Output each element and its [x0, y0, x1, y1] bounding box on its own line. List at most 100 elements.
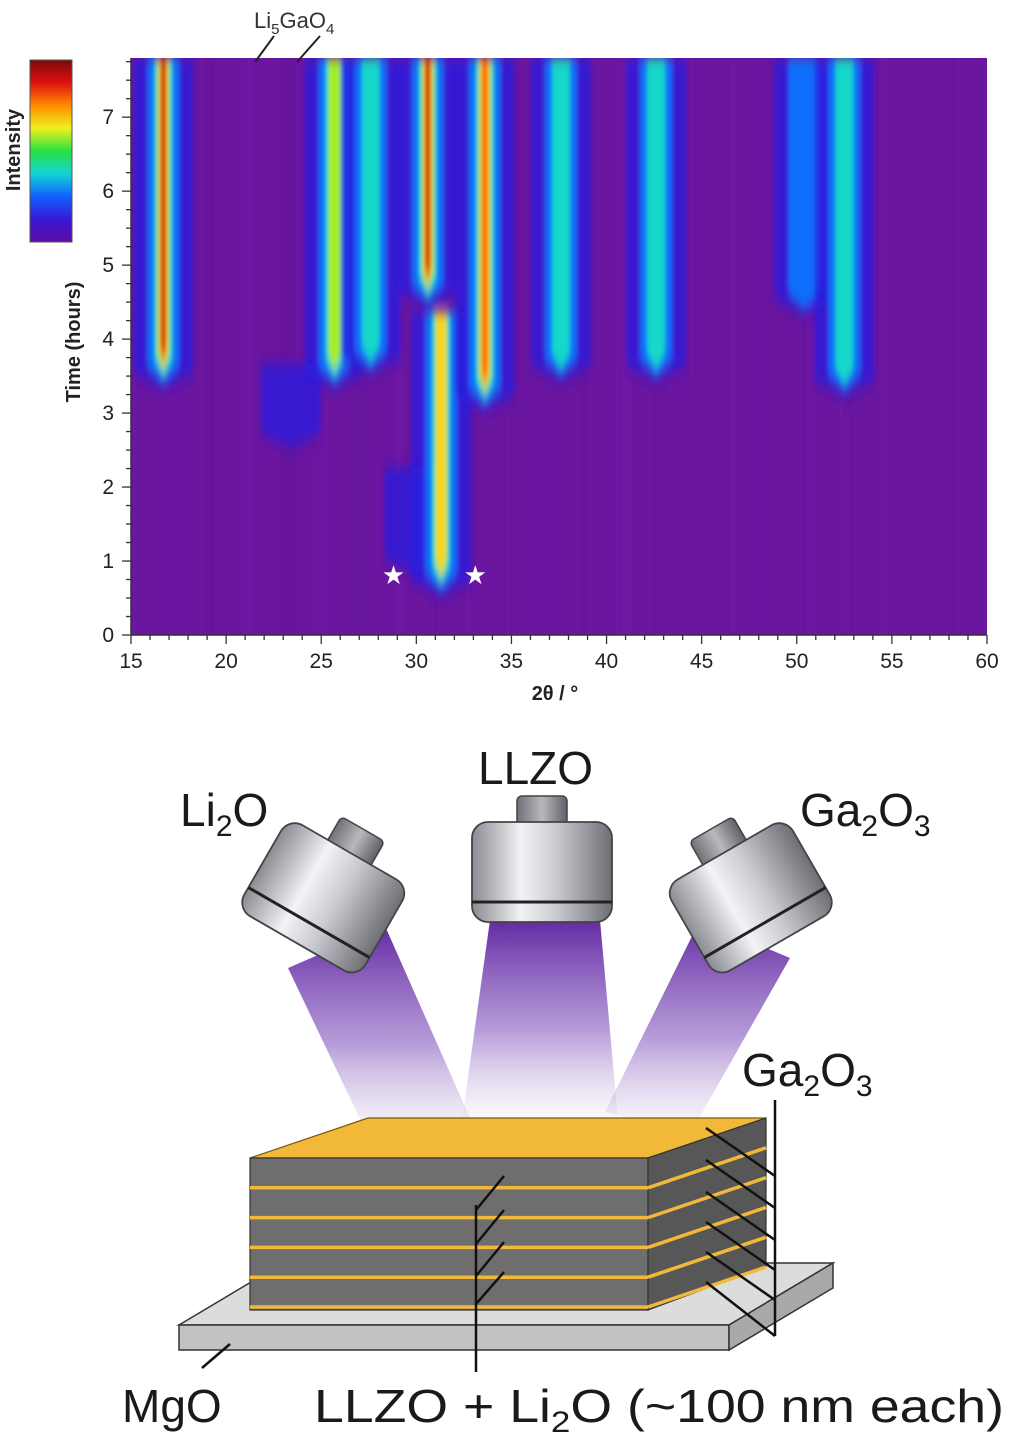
x-ticks: 15 20 25 30 35 40 45 50 55 60	[119, 635, 999, 673]
texture-streak	[877, 58, 886, 635]
svg-text:Li5GaO4: Li5GaO4	[254, 8, 334, 38]
label-mgo: MgO	[122, 1380, 222, 1432]
x-tick-label: 20	[214, 650, 237, 673]
colorbar	[29, 59, 73, 243]
stack-front-face	[249, 1157, 649, 1311]
colorbar-label: Intensity	[3, 108, 25, 191]
ga2o3-interface	[647, 1235, 767, 1279]
sputter-gun-llzo	[471, 795, 613, 923]
peaks-layer	[133, 58, 875, 597]
label-ga2o3-gun: Ga2O3	[800, 784, 931, 843]
texture-streak	[207, 58, 216, 635]
ga2o3-interface	[647, 1175, 767, 1220]
y-tick-label: 5	[102, 254, 114, 277]
x-tick-label: 30	[405, 650, 428, 673]
x-tick-label: 45	[690, 650, 713, 673]
star-marker: ★	[382, 561, 405, 591]
peak-band	[647, 58, 666, 370]
texture-streak	[244, 58, 251, 635]
texture-streak	[284, 58, 296, 635]
texture-streak	[280, 58, 286, 635]
annotation-pointer-2	[296, 35, 321, 63]
plume-li2o	[288, 926, 470, 1140]
texture-streak	[131, 58, 135, 635]
annotation-pointer-1	[254, 35, 275, 63]
peak-band	[436, 312, 446, 575]
x-tick-label: 15	[119, 650, 142, 673]
y-tick-label: 7	[102, 106, 114, 129]
peak-band	[835, 58, 854, 385]
texture-streak	[615, 58, 621, 635]
x-tick-label: 60	[975, 650, 998, 673]
texture-streak	[205, 58, 215, 635]
ga2o3-interface	[647, 1205, 767, 1250]
ga2o3-interface	[647, 1265, 767, 1309]
star-marker: ★	[464, 561, 487, 591]
y-tick-label: 3	[102, 402, 114, 425]
y-tick-label: 0	[102, 624, 114, 647]
y-tick-label: 4	[102, 328, 114, 351]
y-tick-label: 2	[102, 476, 114, 499]
li5gao4-annotation: Li5GaO4	[254, 8, 334, 63]
texture-streak	[953, 58, 958, 635]
y-axis-title: Time (hours)	[63, 282, 85, 403]
layer-pointers	[201, 1100, 777, 1372]
deposition-diagram: Li2O LLZO Ga2O3 Ga2O3 MgO LLZO + Li 2O (~…	[122, 742, 1004, 1437]
texture-streak	[242, 58, 250, 635]
peak-30.6	[397, 58, 458, 309]
texture-streak	[878, 58, 887, 635]
peak-band	[260, 363, 321, 449]
label-llzo-li2o: LLZO + Li 2O (~100 nm each)	[314, 1380, 1004, 1437]
peak-27.6	[340, 58, 401, 375]
peak-band	[551, 58, 570, 370]
peak-band	[328, 58, 341, 372]
peak-band	[481, 58, 489, 387]
peak-band	[788, 58, 821, 309]
plume-llzo	[462, 920, 618, 1120]
peak-33.6	[454, 58, 515, 412]
sputter-gun-li2o	[241, 817, 406, 974]
x-tick-label: 55	[880, 650, 903, 673]
plume-ga2o3	[605, 920, 790, 1134]
peak-52.5	[814, 58, 875, 397]
texture-streak	[916, 58, 923, 635]
texture-streak	[690, 58, 701, 635]
markers-layer: ★ ★	[382, 561, 487, 591]
peak-37.6	[530, 58, 591, 383]
y-tick-label: 6	[102, 180, 114, 203]
texture-streak	[767, 58, 772, 635]
texture-streak	[727, 58, 736, 635]
texture-streak	[282, 58, 287, 635]
texture-streak	[729, 58, 737, 635]
sputter-gun-ga2o3	[668, 817, 833, 974]
peak-band	[361, 58, 380, 362]
texture-streak	[209, 58, 217, 635]
texture-streak	[246, 58, 252, 635]
texture-streak	[802, 58, 807, 635]
peak-band	[425, 58, 430, 281]
texture-streak	[617, 58, 622, 635]
texture-streak	[765, 58, 772, 635]
label-li2o: Li2O	[180, 784, 268, 843]
ga2o3-interface	[647, 1146, 767, 1190]
label-llzo: LLZO	[478, 742, 593, 794]
peak-band	[161, 58, 166, 362]
texture-streak	[914, 58, 922, 635]
x-axis-title: 2θ / °	[532, 683, 579, 705]
peak-42.6	[626, 58, 687, 383]
texture-streak	[692, 58, 702, 635]
x-tick-label: 50	[785, 650, 808, 673]
x-tick-label: 25	[310, 650, 333, 673]
x-tick-label: 40	[595, 650, 618, 673]
x-tick-label: 35	[500, 650, 523, 673]
stack-side-face	[647, 1117, 767, 1311]
y-ticks: 0 1 2 3 4 5 6 7	[102, 61, 131, 647]
layer-stack	[249, 1117, 767, 1311]
y-tick-label: 1	[102, 550, 114, 573]
texture-streak	[951, 58, 957, 635]
peak-16.7	[133, 58, 194, 390]
peak-23.4	[260, 363, 321, 449]
label-ga2o3-layer: Ga2O3	[742, 1044, 873, 1103]
